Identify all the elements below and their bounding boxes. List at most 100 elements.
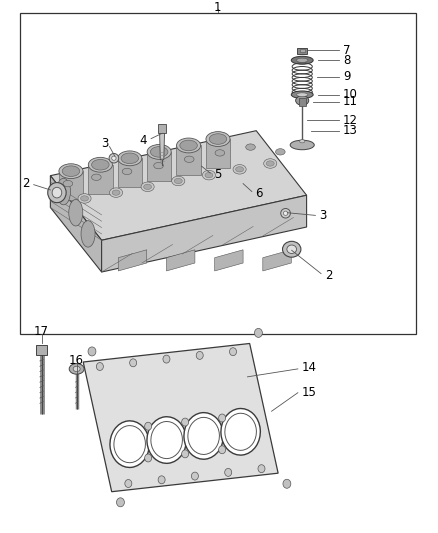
Ellipse shape [69,199,83,226]
Text: 17: 17 [34,325,49,338]
Ellipse shape [182,450,189,458]
Ellipse shape [236,167,244,172]
Ellipse shape [122,168,132,175]
Ellipse shape [158,476,165,484]
Text: 10: 10 [343,88,358,101]
Text: 1: 1 [214,1,222,14]
Text: 4: 4 [140,134,147,147]
Ellipse shape [110,188,123,197]
Bar [299,99,306,106]
Ellipse shape [202,171,215,180]
Ellipse shape [78,193,91,203]
Polygon shape [117,158,142,188]
Ellipse shape [283,479,291,488]
Ellipse shape [264,159,277,168]
Ellipse shape [221,408,260,455]
Ellipse shape [254,328,262,337]
Ellipse shape [258,465,265,473]
Ellipse shape [297,93,308,96]
Polygon shape [118,250,147,271]
Ellipse shape [92,159,109,170]
Ellipse shape [180,140,198,151]
Ellipse shape [48,183,66,203]
Ellipse shape [117,498,124,507]
Ellipse shape [112,190,120,195]
Ellipse shape [112,156,116,160]
Ellipse shape [290,140,314,150]
Ellipse shape [219,414,226,422]
Polygon shape [159,125,165,160]
Ellipse shape [63,181,73,187]
Ellipse shape [96,362,103,370]
Ellipse shape [88,347,96,356]
Text: 9: 9 [343,70,350,83]
Ellipse shape [230,348,237,356]
Ellipse shape [81,196,88,201]
Ellipse shape [147,144,171,159]
Text: 12: 12 [343,114,358,127]
Polygon shape [50,131,307,240]
Text: 8: 8 [343,54,350,67]
Ellipse shape [150,147,168,157]
Ellipse shape [297,58,308,62]
Ellipse shape [215,150,225,156]
Ellipse shape [300,140,305,143]
Ellipse shape [177,138,201,153]
Ellipse shape [182,418,189,426]
Text: 3: 3 [101,137,108,150]
Ellipse shape [145,454,152,462]
Ellipse shape [225,469,232,477]
Text: 2: 2 [22,177,30,190]
Ellipse shape [144,184,152,189]
Text: 13: 13 [343,124,358,137]
Ellipse shape [205,173,213,178]
Text: 6: 6 [255,187,263,200]
Polygon shape [215,250,243,271]
Ellipse shape [172,176,185,185]
Ellipse shape [191,472,198,480]
Ellipse shape [62,166,80,176]
Ellipse shape [206,132,230,147]
Ellipse shape [296,96,309,105]
Text: 2: 2 [325,269,332,282]
Text: 11: 11 [343,95,358,108]
Ellipse shape [154,163,163,169]
Bar [297,47,307,54]
Text: 5: 5 [214,168,221,181]
Ellipse shape [281,208,290,218]
Ellipse shape [283,211,288,215]
Ellipse shape [283,241,301,257]
Ellipse shape [174,179,182,183]
Ellipse shape [147,417,186,463]
Text: 15: 15 [301,386,316,399]
Bar [20,13,416,335]
Ellipse shape [69,364,84,374]
Ellipse shape [184,413,223,459]
Polygon shape [59,171,83,200]
FancyBboxPatch shape [158,124,166,133]
Ellipse shape [196,351,203,359]
Text: 14: 14 [301,361,316,374]
Ellipse shape [141,182,154,191]
Ellipse shape [184,156,194,163]
Ellipse shape [246,144,255,150]
Bar [300,49,305,52]
Ellipse shape [73,366,80,372]
Ellipse shape [52,187,62,198]
Ellipse shape [163,355,170,363]
Polygon shape [166,250,195,271]
Text: 16: 16 [69,354,84,367]
Polygon shape [147,152,171,181]
Ellipse shape [130,359,137,367]
Ellipse shape [291,91,313,99]
Polygon shape [36,345,47,354]
Polygon shape [206,139,230,168]
Polygon shape [263,250,291,271]
Ellipse shape [287,245,297,254]
Ellipse shape [145,422,152,430]
Polygon shape [177,146,201,175]
Ellipse shape [59,164,83,179]
Polygon shape [83,343,278,492]
Polygon shape [102,195,307,272]
Ellipse shape [233,165,246,174]
